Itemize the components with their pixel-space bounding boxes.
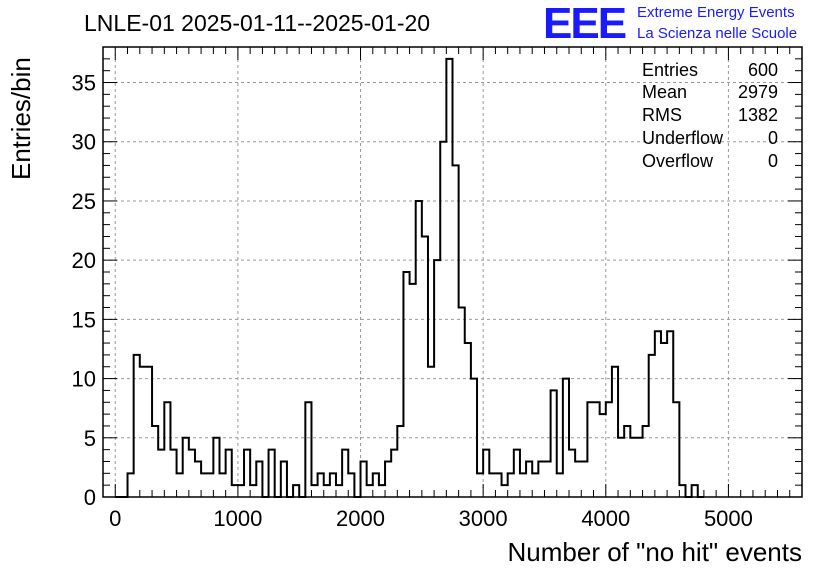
y-axis-label: Entries/bin (6, 57, 36, 180)
y-tick-label: 15 (72, 307, 96, 332)
histogram-line (115, 57, 704, 498)
stat-underflow-value: 0 (767, 128, 778, 148)
y-tick-label: 35 (72, 71, 96, 96)
stat-entries-label: Entries (642, 60, 699, 80)
chart-title: LNLE-01 2025-01-11--2025-01-20 (84, 10, 431, 36)
stat-rms-label: RMS (642, 105, 682, 125)
y-tick-label: 25 (72, 189, 96, 214)
plot-frame (102, 46, 803, 498)
y-tick-label: 10 (72, 367, 96, 392)
brand-line-2: La Scienza nelle Scuole (637, 25, 798, 42)
stat-entries-value: 600 (747, 60, 778, 80)
brand-line-1: Extreme Energy Events (637, 4, 795, 21)
x-axis-label: Number of "no hit" events (508, 537, 803, 567)
stat-mean-value: 2979 (737, 82, 778, 102)
y-tick-label: 5 (84, 426, 96, 451)
stat-overflow-label: Overflow (642, 151, 714, 171)
x-tick-label: 0 (109, 506, 121, 531)
stat-rms-value: 1382 (737, 105, 778, 125)
tick-labels: 0 1000 2000 3000 4000 5000 0 5 10 15 20 25 30 35 (72, 71, 753, 531)
x-tick-label: 5000 (704, 506, 753, 531)
x-tick-label: 3000 (459, 506, 508, 531)
x-tick-label: 1000 (213, 506, 262, 531)
y-tick-label: 20 (72, 248, 96, 273)
x-tick-label: 2000 (336, 506, 385, 531)
eee-logo: EEE (543, 0, 627, 48)
stat-overflow-value: 0 (767, 151, 778, 171)
y-tick-label: 0 (84, 485, 96, 510)
stat-underflow-label: Underflow (642, 128, 724, 148)
stat-mean-label: Mean (642, 82, 688, 102)
y-tick-label: 30 (72, 130, 96, 155)
x-tick-label: 4000 (581, 506, 630, 531)
